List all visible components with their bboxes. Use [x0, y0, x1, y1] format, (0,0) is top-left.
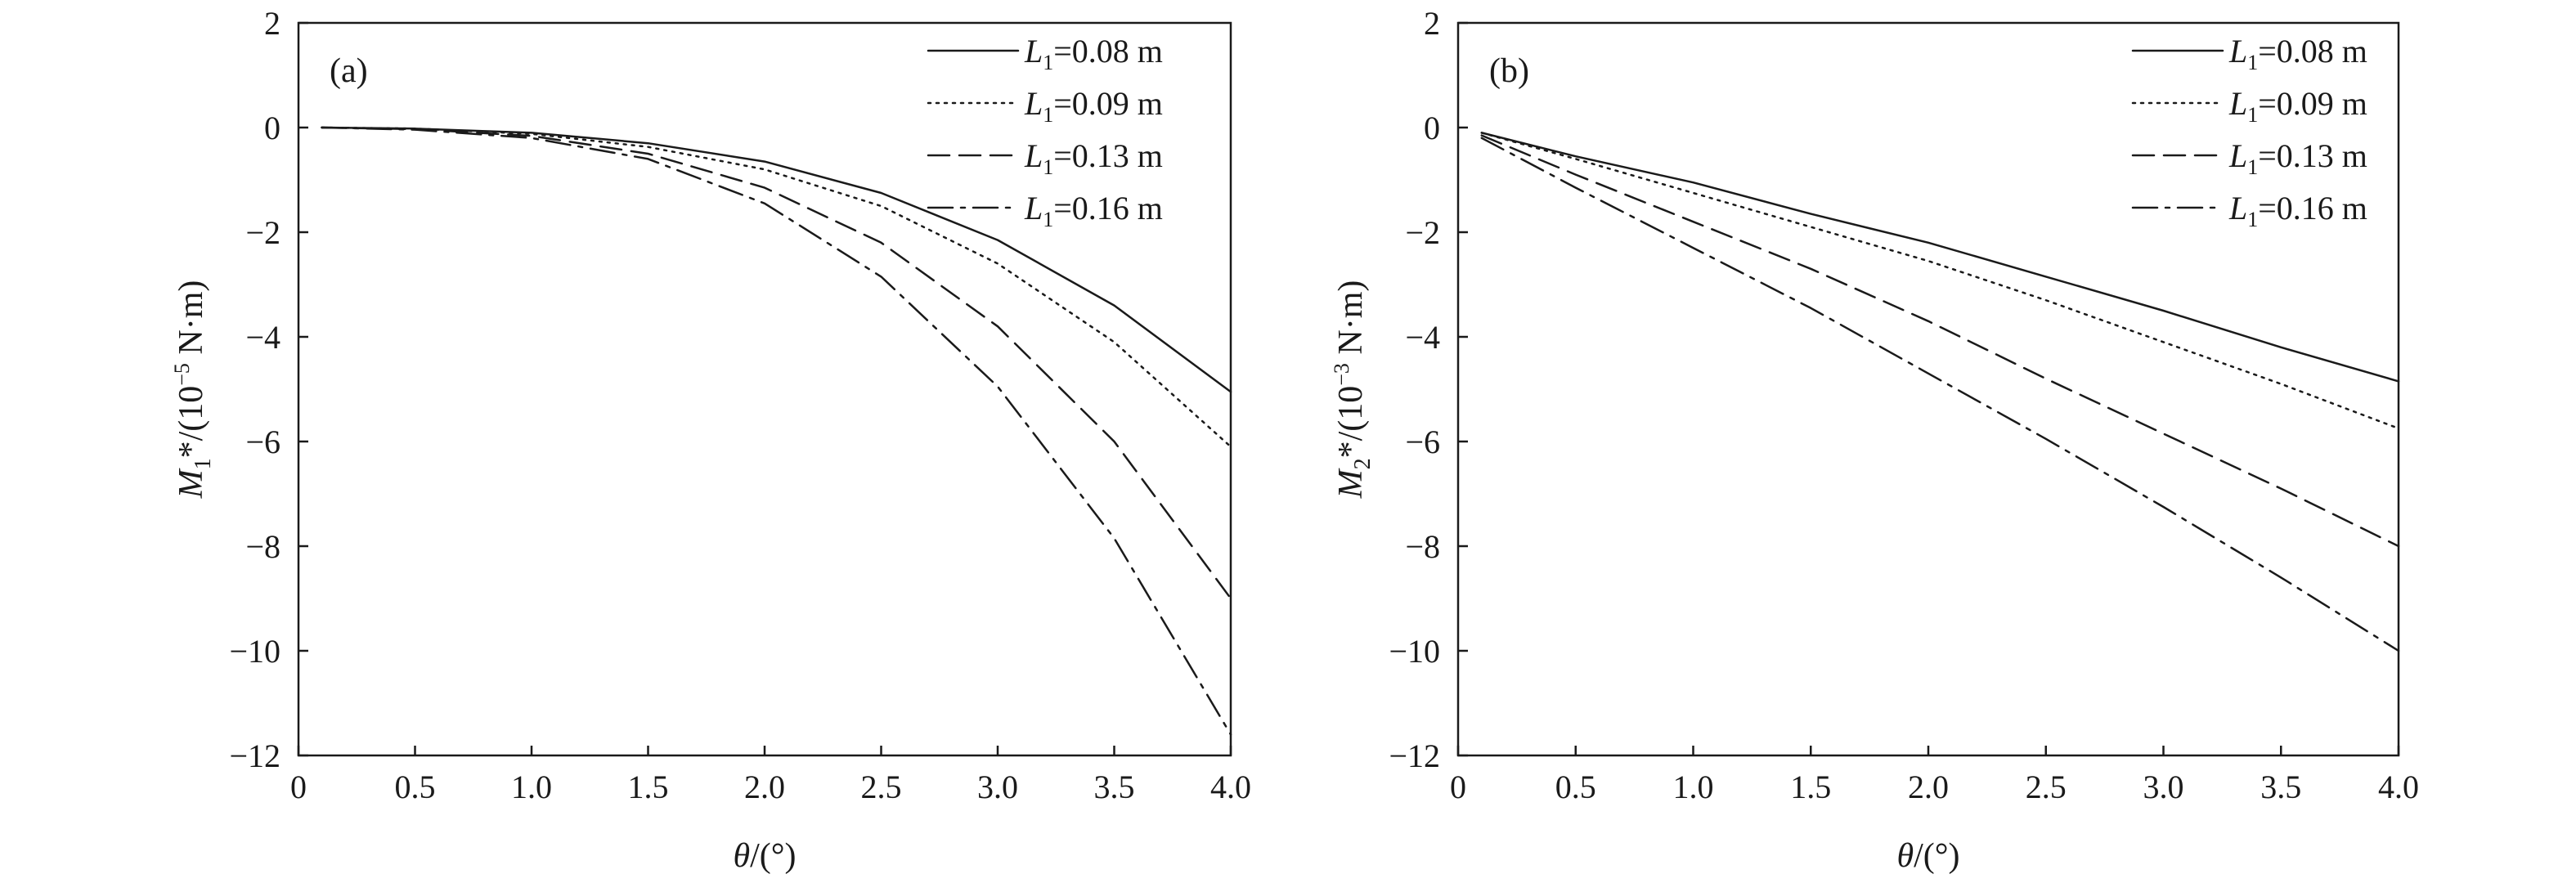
x-tick-label: 0 [290, 769, 307, 805]
y-axis-label: M2*/(10−3 N·m) [1330, 280, 1376, 500]
y-tick-label: −10 [229, 633, 280, 670]
y-tick-label: 2 [1424, 5, 1440, 42]
x-tick-label: 3.0 [2143, 769, 2184, 805]
legend-label-4: L1=0.16 m [1024, 190, 1163, 231]
x-tick-label: 4.0 [2378, 769, 2419, 805]
plot-frame [1456, 21, 2400, 757]
legend: L1=0.08 m L1=0.09 m L1=0.13 m L1=0.16 m [927, 33, 1163, 231]
x-tick-label: 4.0 [1210, 769, 1251, 805]
series-line-4 [1480, 137, 2400, 652]
x-tick-label: 1.5 [628, 769, 669, 805]
x-tick-label: 1.5 [1790, 769, 1831, 805]
panel-label: (b) [1489, 52, 1529, 90]
y-tick-label: 0 [1424, 110, 1440, 146]
y-tick-label: −2 [245, 214, 280, 251]
y-tick-label: −8 [245, 528, 280, 565]
x-tick-label: 2.0 [1908, 769, 1949, 805]
series-line-2 [1480, 132, 2400, 430]
series-line-2 [321, 126, 1232, 448]
y-tick-label: −12 [1389, 737, 1440, 774]
chart-panel-1: 0 0.5 1.0 1.5 2.0 2.5 3.0 3.5 4.0 2 0 −2 −4 −6 −8 −10 −1… [170, 5, 1251, 875]
x-tick-label: 0.5 [395, 769, 436, 805]
x-axis-label: θ/(°) [733, 837, 796, 875]
x-axis-label: θ/(°) [1896, 837, 1959, 875]
x-tick-label: 2.0 [744, 769, 785, 805]
x-tick-label: 2.5 [861, 769, 902, 805]
series-line-1 [1480, 132, 2400, 383]
y-tick-label: 0 [264, 110, 280, 146]
y-tick-label: −4 [1405, 319, 1440, 356]
plot-frame [297, 21, 1232, 757]
x-tick-label: 3.0 [977, 769, 1018, 805]
legend-label-2: L1=0.09 m [2228, 85, 2367, 127]
panel-label: (a) [330, 52, 368, 90]
x-tick-label: 2.5 [2026, 769, 2067, 805]
legend-label-2: L1=0.09 m [1024, 85, 1163, 127]
y-tick-label: −8 [1405, 528, 1440, 565]
legend: L1=0.08 m L1=0.09 m L1=0.13 m L1=0.16 m [2131, 33, 2367, 231]
y-tick-label: −10 [1389, 633, 1440, 670]
x-tick-label: 3.5 [1094, 769, 1135, 805]
series-line-3 [1480, 134, 2400, 548]
legend-label-1: L1=0.08 m [2228, 33, 2367, 74]
x-tick-label: 0.5 [1555, 769, 1596, 805]
x-tick-label: 1.0 [1673, 769, 1714, 805]
y-tick-label: 2 [264, 5, 280, 42]
x-tick-label: 0 [1450, 769, 1466, 805]
x-tick-label: 3.5 [2260, 769, 2301, 805]
y-tick-label: −6 [1405, 424, 1440, 460]
y-tick-label: −4 [245, 319, 280, 356]
y-tick-label: −2 [1405, 214, 1440, 251]
legend-label-3: L1=0.13 m [1024, 137, 1163, 179]
y-tick-label: −6 [245, 424, 280, 460]
x-tick-label: 1.0 [511, 769, 552, 805]
legend-label-3: L1=0.13 m [2228, 137, 2367, 179]
y-tick-label: −12 [229, 737, 280, 774]
chart-panel-2: 0 0.5 1.0 1.5 2.0 2.5 3.0 3.5 4.0 2 0 −2 −4 −6 −8 −10 −1… [1330, 5, 2419, 875]
legend-label-1: L1=0.08 m [1024, 33, 1163, 74]
series-line-3 [321, 126, 1232, 600]
series-line-4 [321, 126, 1232, 736]
y-axis-label: M1*/(10−5 N·m) [170, 280, 216, 500]
legend-label-4: L1=0.16 m [2228, 190, 2367, 231]
